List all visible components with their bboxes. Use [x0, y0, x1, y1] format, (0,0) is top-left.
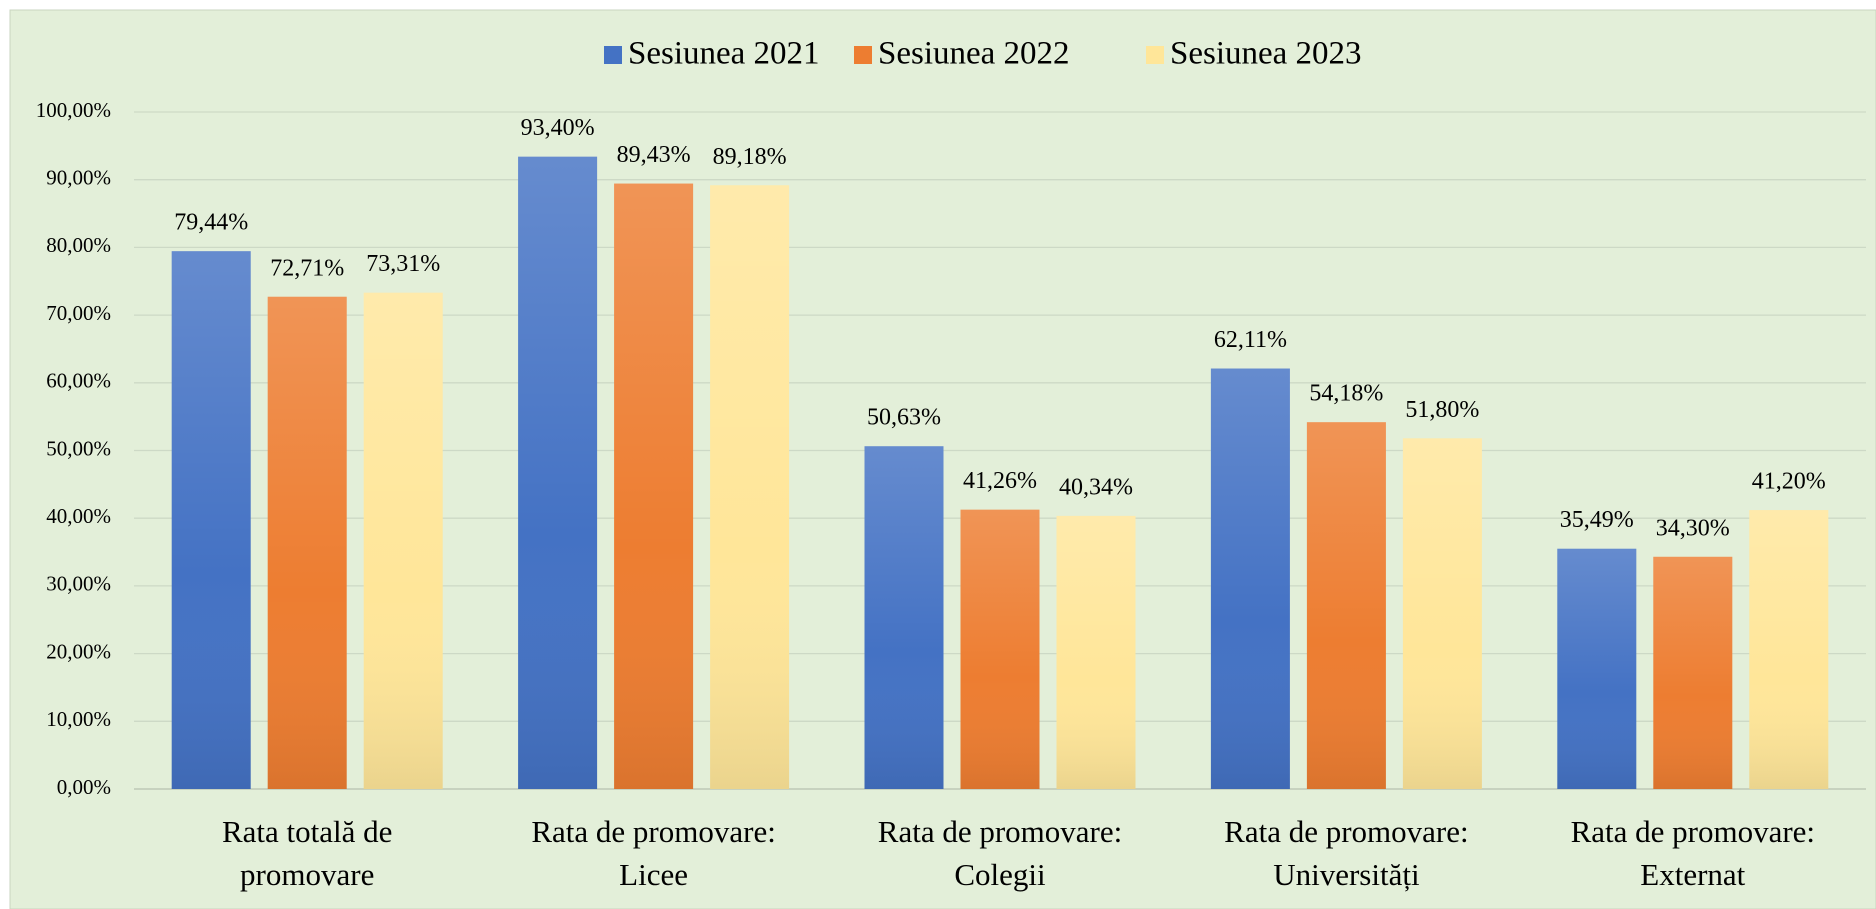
data-label: 79,44% [174, 210, 248, 236]
y-tick-label: 60,00% [46, 369, 111, 393]
x-tick-label: Rata de promovare: Licee [531, 814, 776, 892]
bar-shade [363, 292, 443, 789]
data-label: 41,26% [963, 468, 1037, 494]
data-label: 51,80% [1405, 397, 1479, 423]
legend-label: Sesiunea 2023 [1170, 36, 1362, 72]
bar-shade [1749, 510, 1829, 789]
bar-shade [614, 183, 694, 789]
data-label: 35,49% [1560, 507, 1634, 533]
data-label: 41,20% [1752, 469, 1826, 495]
data-label: 89,43% [617, 142, 691, 168]
data-label: 40,34% [1059, 474, 1133, 500]
legend-label: Sesiunea 2022 [878, 36, 1070, 72]
y-tick-label: 20,00% [46, 639, 111, 663]
x-tick-label: Rata de promovare: Colegii [877, 814, 1123, 892]
data-label: 62,11% [1214, 327, 1287, 353]
legend-label: Sesiunea 2021 [628, 36, 820, 72]
y-tick-label: 70,00% [46, 301, 111, 325]
bar-shade [960, 509, 1040, 789]
bar-shade [1557, 548, 1637, 789]
legend-swatch [1146, 46, 1164, 64]
x-tick-label: Rata totală de promovare [221, 814, 393, 892]
bar-shade [171, 251, 251, 790]
legend-swatch [604, 46, 622, 64]
data-label: 50,63% [867, 405, 941, 431]
data-label: 72,71% [270, 255, 344, 281]
bar-shade [1653, 556, 1733, 789]
data-label: 73,31% [366, 251, 440, 277]
data-label: 34,30% [1656, 515, 1730, 541]
data-label: 54,18% [1309, 381, 1383, 407]
bar-shade [710, 185, 790, 789]
legend-swatch [854, 46, 872, 64]
y-tick-label: 10,00% [46, 707, 111, 731]
y-tick-label: 50,00% [46, 436, 111, 460]
data-label: 89,18% [713, 144, 787, 170]
bar-shade [1306, 422, 1386, 789]
bar-shade [1402, 438, 1482, 789]
data-label: 93,40% [521, 115, 595, 141]
y-tick-label: 40,00% [46, 504, 111, 528]
bar-shade [864, 446, 944, 789]
bar-shade [518, 156, 598, 789]
bar-shade [1056, 515, 1136, 789]
x-tick-label: Rata de promovare: Externat [1570, 814, 1816, 892]
y-tick-label: 90,00% [46, 166, 111, 190]
x-tick-label: Rata de promovare: Universități [1224, 814, 1469, 892]
bar-shade [1210, 368, 1290, 789]
y-tick-label: 100,00% [36, 98, 111, 122]
bar-shade [267, 296, 347, 789]
y-tick-label: 30,00% [46, 572, 111, 596]
y-tick-label: 0,00% [57, 775, 111, 799]
y-tick-label: 80,00% [46, 233, 111, 257]
